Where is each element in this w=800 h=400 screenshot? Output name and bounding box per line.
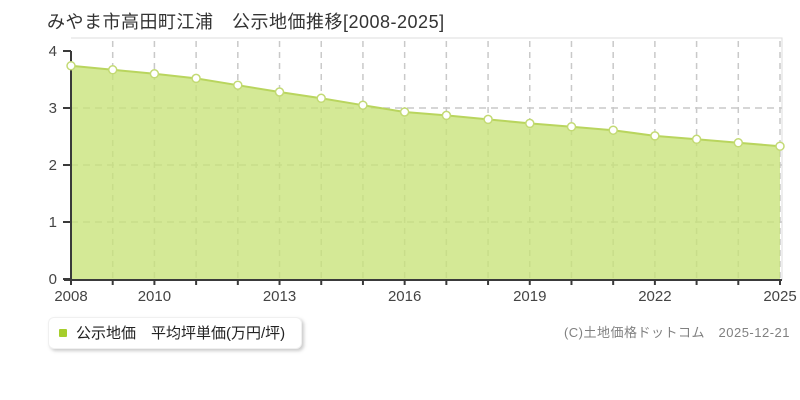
price-line [70,64,781,148]
data-point-2024 [733,138,744,148]
data-point-2014 [316,93,326,104]
data-point-2018 [483,114,493,125]
legend-label: 公示地価 平均坪単価(万円/坪) [76,325,286,342]
legend-marker-square [59,328,67,337]
x-tick-label: 2022 [638,288,671,305]
data-point-2022 [650,131,660,141]
y-tick-label: 0 [49,271,57,288]
copyright-text: (C)土地価格ドットコム 2025-12-21 [563,325,790,340]
price-trend-chart: 0 1 2 3 4 2008 2010 2013 2016 2019 2022 2025 [49,37,797,305]
data-point-2016 [399,107,410,117]
chart-title: みやま市高田町江浦 公示地価推移[2008-2025] [47,12,445,32]
data-point-2020 [566,122,577,132]
y-tick-label: 1 [49,214,57,231]
data-point-2015 [358,100,368,110]
x-tick-label: 2019 [513,288,546,305]
data-point-2025 [775,141,785,151]
x-tick-label: 2010 [138,288,171,305]
data-point-2010 [149,69,160,79]
data-point-2021 [608,125,618,135]
data-point-2023 [691,134,702,145]
plot-frame [71,37,783,280]
price-area [71,65,780,279]
data-point-2008 [66,61,76,71]
x-tick-label: 2016 [388,288,421,305]
data-point-2019 [525,118,535,129]
y-tick-label: 2 [49,157,57,174]
data-point-2009 [107,65,118,75]
x-tick-label: 2013 [263,288,296,305]
y-tick-label: 3 [49,100,57,117]
data-point-2013 [274,87,285,97]
data-point-2012 [233,80,243,90]
x-tick-label: 2008 [54,288,87,305]
legend: 公示地価 平均坪単価(万円/坪) [48,317,303,349]
data-point-2017 [441,110,452,121]
data-point-2011 [191,73,201,84]
x-tick-label: 2025 [763,288,796,305]
y-tick-label: 4 [49,43,57,60]
